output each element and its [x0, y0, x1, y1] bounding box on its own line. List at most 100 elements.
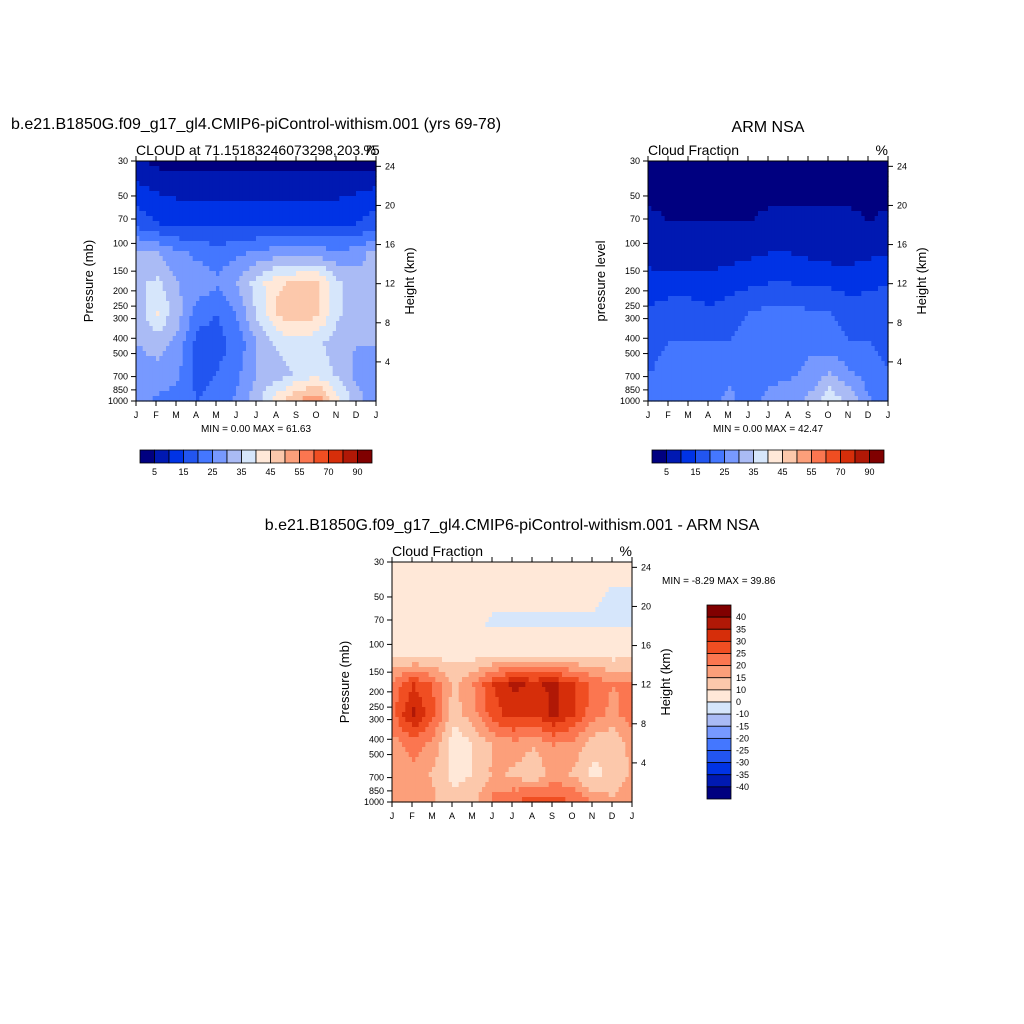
panel1-contour-cell	[362, 236, 367, 242]
panel1-contour-cell	[362, 386, 367, 392]
panel2-contour-cell	[684, 231, 689, 237]
panel1-contour-cell	[366, 296, 370, 302]
panel2-contour-cell	[801, 226, 806, 232]
panel1-contour-cell	[342, 251, 347, 257]
panel1-contour-cell	[176, 196, 180, 202]
panel2-contour-cell	[861, 241, 866, 247]
panel1-contour-cell	[349, 211, 354, 217]
panel2-contour-cell	[668, 161, 672, 167]
panel2-contour-cell	[851, 191, 856, 197]
panel1-contour-cell	[282, 256, 287, 262]
panel1-contour-cell	[286, 241, 290, 247]
panel1-contour-cell	[199, 166, 204, 172]
panel1-contour-cell	[226, 221, 230, 227]
panel2-contour-cell	[828, 161, 832, 167]
panel1-contour-cell	[162, 201, 167, 207]
panel1-contour-cell	[299, 366, 304, 372]
panel1-contour-cell	[219, 266, 224, 272]
panel1-contour-cell	[226, 251, 230, 257]
panel2-contour-cell	[798, 176, 802, 182]
panel1-contour-cell	[246, 326, 250, 332]
panel2-contour-cell	[731, 201, 736, 207]
panel1-contour-cell	[246, 276, 250, 282]
panel2-contour-cell	[834, 231, 839, 237]
panel1-contour-cell	[282, 351, 287, 357]
panel1-contour-cell	[259, 161, 264, 167]
panel1-contour-cell	[372, 316, 377, 322]
panel1-contour-cell	[242, 241, 247, 247]
panel1-contour-cell	[292, 316, 297, 322]
panel1-contour-cell	[159, 386, 164, 392]
panel1-contour-cell	[292, 326, 297, 332]
panel1-contour-cell	[306, 201, 310, 207]
panel2-contour-cell	[868, 171, 872, 177]
panel1-contour-cell	[296, 196, 300, 202]
panel2-contour-cell	[761, 226, 766, 232]
panel1-contour-cell	[142, 181, 147, 187]
panel2-contour-cell	[774, 231, 779, 237]
panel1-contour-cell	[179, 396, 184, 402]
panel2-contour-cell	[858, 251, 862, 257]
panel2-contour-cell	[868, 176, 872, 182]
panel1-contour-cell	[206, 221, 210, 227]
panel1-contour-cell	[176, 331, 180, 337]
panel1-contour-cell	[229, 296, 234, 302]
panel1-contour-cell	[289, 191, 294, 197]
panel1-contour-cell	[139, 266, 144, 272]
panel1-contour-cell	[256, 176, 260, 182]
panel1-contour-cell	[302, 266, 307, 272]
panel2-contour-cell	[771, 211, 776, 217]
panel2-contour-cell	[738, 256, 742, 262]
panel1-contour-cell	[166, 351, 170, 357]
panel2-contour-cell	[831, 161, 836, 167]
panel1-contour-cell	[336, 331, 340, 337]
panel2-contour-cell	[761, 241, 766, 247]
panel1-contour-cell	[296, 176, 300, 182]
panel2-contour-cell	[754, 161, 759, 167]
panel2-contour-cell	[741, 236, 746, 242]
panel2-contour-cell	[711, 196, 716, 202]
panel1-contour-cell	[332, 366, 337, 372]
panel1-contour-cell	[182, 216, 187, 222]
panel2-contour-cell	[861, 176, 866, 182]
panel1-contour-cell	[249, 351, 254, 357]
panel2-contour-cell	[721, 176, 726, 182]
panel1-contour-cell	[349, 191, 354, 197]
panel1-contour-cell	[136, 321, 140, 327]
panel2-contour-cell	[721, 221, 726, 227]
panel2-contour-cell	[768, 181, 772, 187]
panel1-contour-cell	[352, 251, 357, 257]
panel1-contour-cell	[246, 161, 250, 167]
panel1-contour-cell	[202, 171, 207, 177]
panel1-contour-cell	[299, 296, 304, 302]
panel1-contour-cell	[329, 201, 334, 207]
panel1-contour-cell	[266, 351, 270, 357]
panel1-contour-cell	[189, 161, 194, 167]
panel1-contour-cell	[142, 351, 147, 357]
panel1-contour-cell	[352, 216, 357, 222]
panel1-contour-cell	[176, 336, 180, 342]
panel2-contour-cell	[851, 221, 856, 227]
panel1-contour-cell	[256, 296, 260, 302]
panel1-contour-cell	[366, 316, 370, 322]
panel1-contour-cell	[342, 381, 347, 387]
panel2-contour-cell	[754, 176, 759, 182]
panel1-contour-cell	[149, 161, 154, 167]
panel1-contour-cell	[352, 346, 357, 352]
panel1-contour-cell	[249, 251, 254, 257]
panel2-contour-cell	[784, 196, 789, 202]
panel2-contour-cell	[691, 211, 696, 217]
panel1-contour-cell	[209, 376, 214, 382]
panel2-contour-cell	[801, 166, 806, 172]
panel1-contour-cell	[162, 376, 167, 382]
panel2-contour-cell	[831, 166, 836, 172]
panel1-contour-cell	[176, 276, 180, 282]
panel1-colorbar-swatch	[299, 449, 315, 464]
panel1-contour-cell	[352, 336, 357, 342]
panel1-contour-cell	[219, 341, 224, 347]
panel1-contour-cell	[352, 171, 357, 177]
panel1-contour-cell	[332, 396, 337, 402]
panel1-contour-cell	[312, 291, 317, 297]
panel1-contour-cell	[266, 276, 270, 282]
panel2-contour-cell	[751, 201, 756, 207]
